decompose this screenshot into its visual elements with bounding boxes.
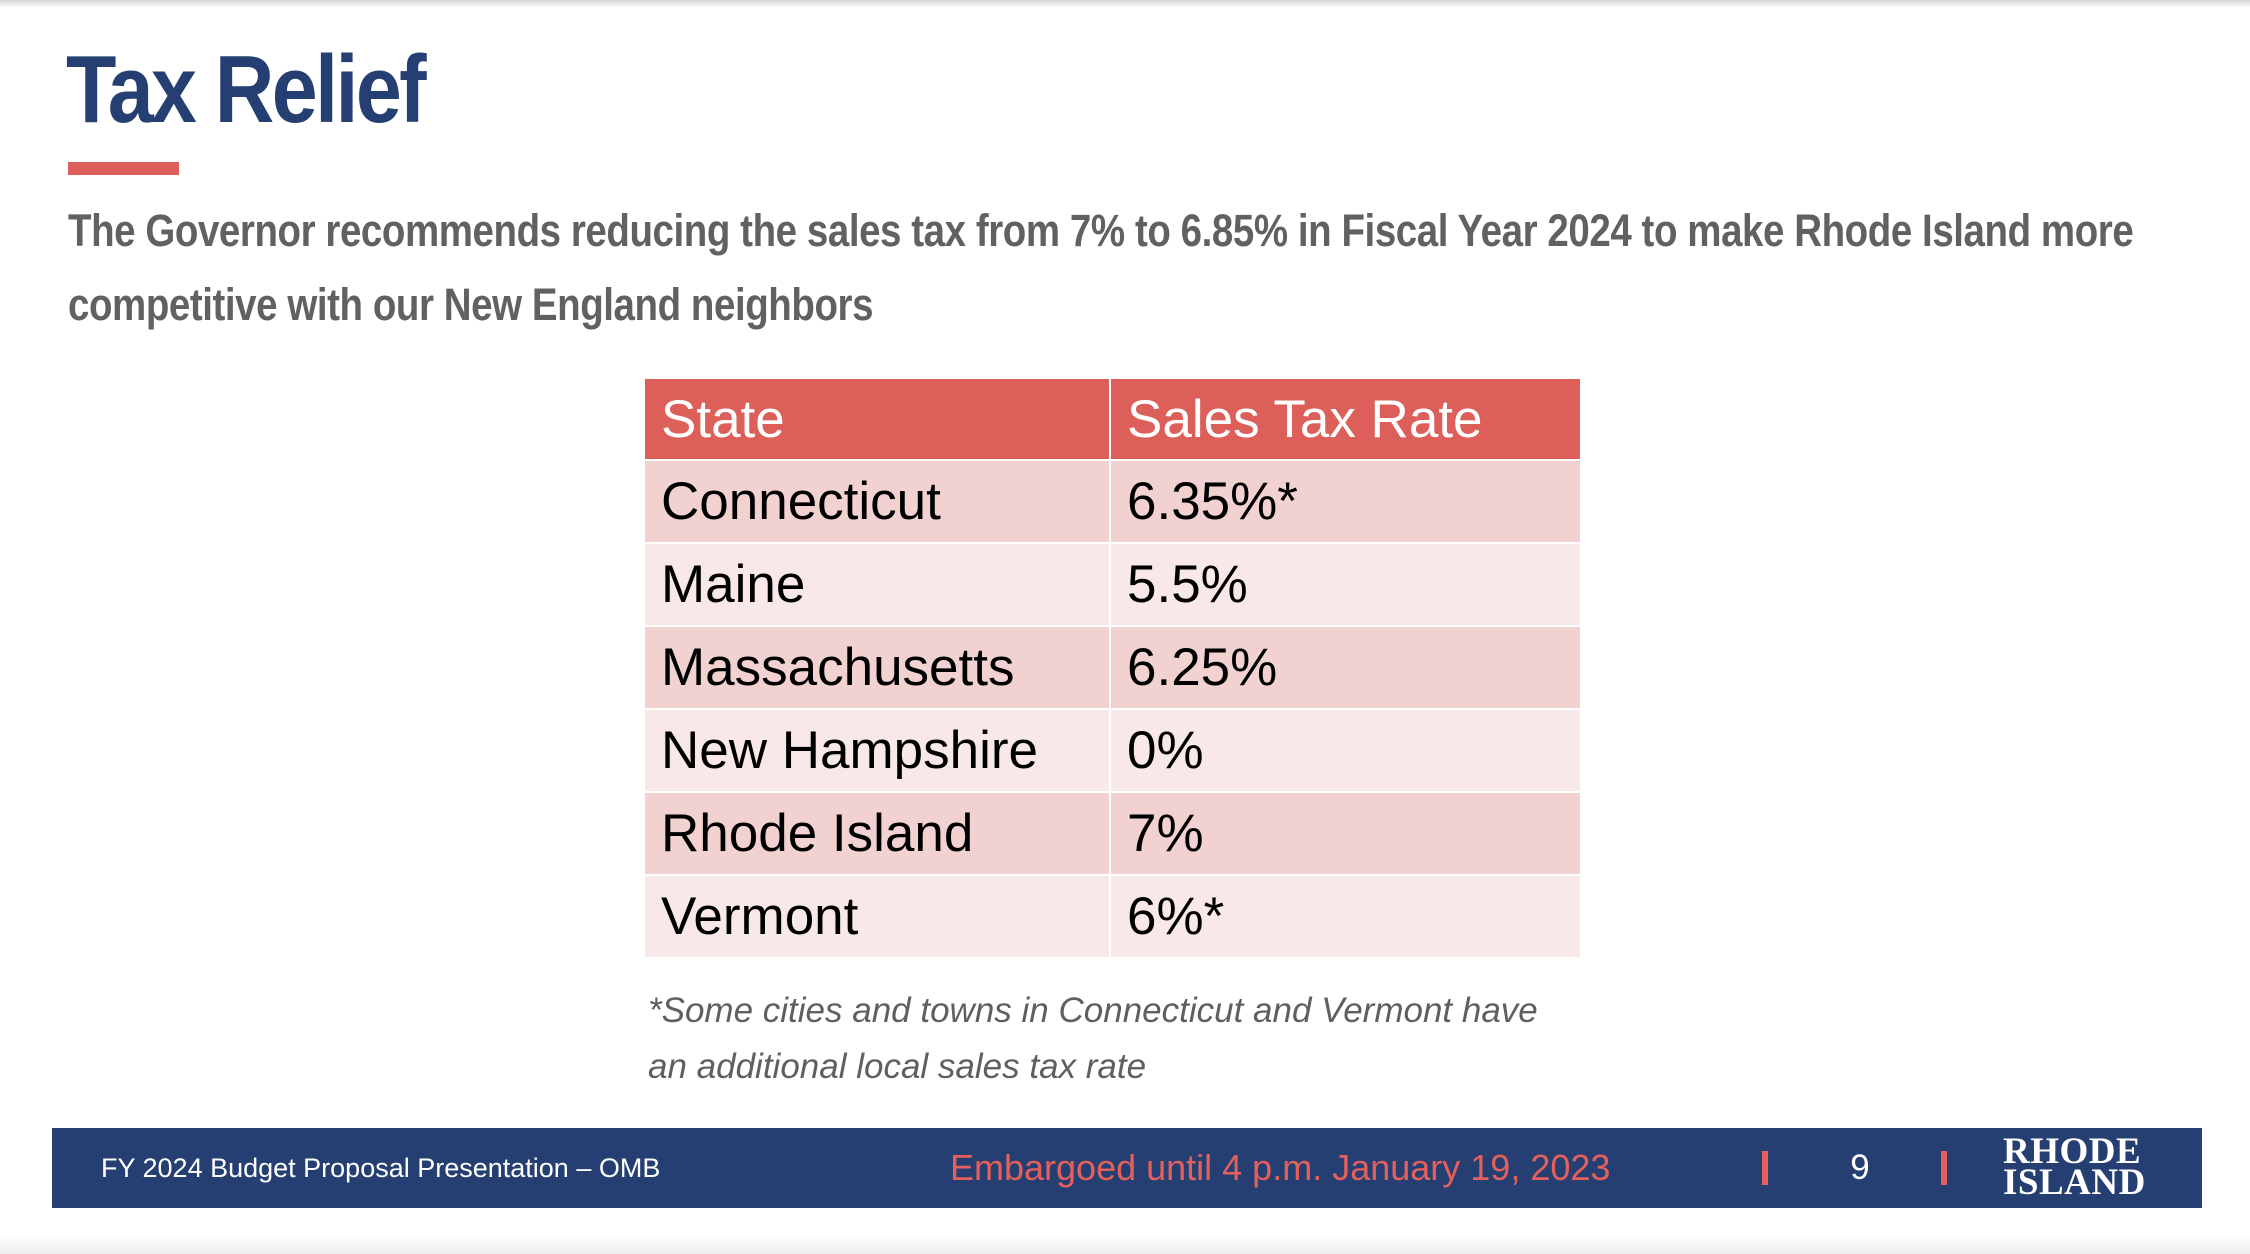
table-row: Vermont 6%* <box>643 874 1582 959</box>
table-row: Connecticut 6.35%* <box>643 459 1582 544</box>
footer-presentation-label: FY 2024 Budget Proposal Presentation – O… <box>101 1153 661 1183</box>
state-cell: Rhode Island <box>643 791 1111 876</box>
table-row: Massachusetts 6.25% <box>643 625 1582 710</box>
logo-line-1: RHODE <box>2003 1131 2142 1172</box>
rate-cell: 0% <box>1109 708 1582 793</box>
top-shadow <box>0 0 2250 8</box>
rate-cell: 7% <box>1109 791 1582 876</box>
state-cell: Vermont <box>643 874 1111 959</box>
page-title: Tax Relief <box>66 36 427 143</box>
bottom-shadow <box>0 1236 2250 1254</box>
rhode-island-logo: RHODE ISLAND <box>2003 1131 2153 1203</box>
header-state: State <box>643 377 1111 461</box>
footnote: *Some cities and towns in Connecticut an… <box>648 991 1538 1086</box>
logo-line-2: ISLAND <box>2003 1162 2146 1203</box>
state-cell: Maine <box>643 542 1111 627</box>
rate-cell: 6.25% <box>1109 625 1582 710</box>
title-underline <box>68 162 179 175</box>
sales-tax-table: State Sales Tax Rate Connecticut 6.35%* … <box>643 377 1582 959</box>
table-row: Maine 5.5% <box>643 542 1582 627</box>
header-sales-tax-rate: Sales Tax Rate <box>1109 377 1582 461</box>
footer-bar: FY 2024 Budget Proposal Presentation – O… <box>52 1128 2202 1208</box>
footer-separator <box>1941 1151 1947 1185</box>
table-row: New Hampshire 0% <box>643 708 1582 793</box>
table-header-row: State Sales Tax Rate <box>643 377 1582 461</box>
state-cell: Massachusetts <box>643 625 1111 710</box>
rate-cell: 5.5% <box>1109 542 1582 627</box>
state-cell: Connecticut <box>643 459 1111 544</box>
rate-cell: 6%* <box>1109 874 1582 959</box>
page-number: 9 <box>1850 1148 1870 1187</box>
embargo-notice: Embargoed until 4 p.m. January 19, 2023 <box>950 1147 1611 1188</box>
rate-cell: 6.35%* <box>1109 459 1582 544</box>
subtitle-text: The Governor recommends reducing the sal… <box>68 205 2134 330</box>
footer-separator <box>1762 1151 1768 1185</box>
state-cell: New Hampshire <box>643 708 1111 793</box>
table-row: Rhode Island 7% <box>643 791 1582 876</box>
